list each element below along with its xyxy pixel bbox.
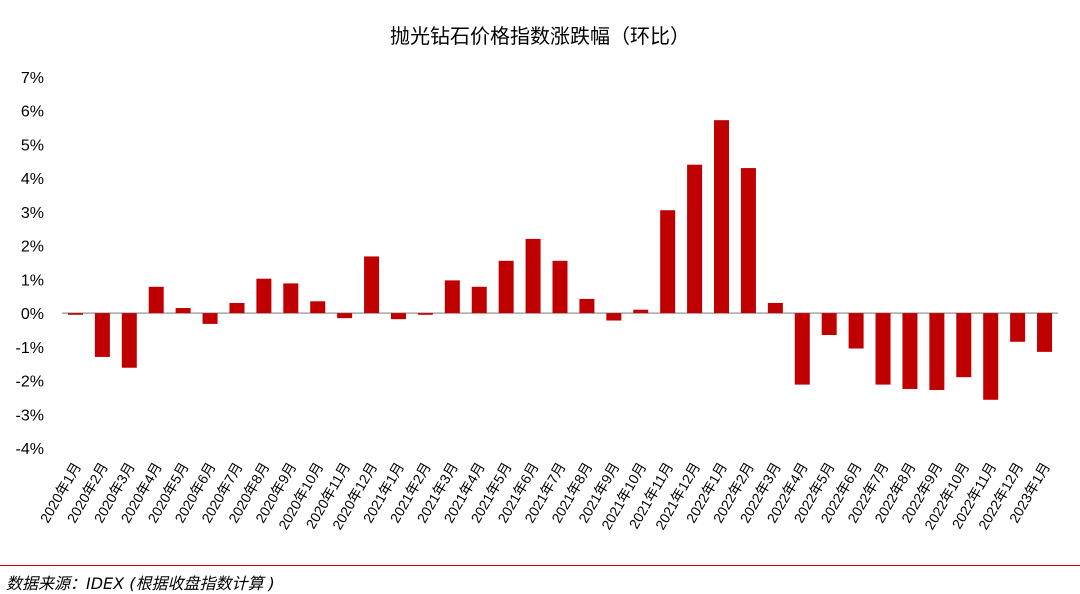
bar-chart: 7%6%5%4%3%2%1%0%-1%-2%-3%-4%2020年1月2020年…	[16, 70, 1058, 532]
bar	[498, 260, 514, 314]
y-tick-label: 7%	[21, 70, 44, 87]
bar	[256, 278, 272, 314]
footer-divider	[0, 565, 1080, 566]
bar	[929, 313, 945, 390]
bar	[444, 280, 460, 314]
bar	[902, 313, 918, 389]
y-tick-label: -1%	[16, 340, 44, 357]
bar	[633, 309, 649, 314]
bar	[821, 313, 837, 336]
bar	[310, 301, 326, 314]
bar	[67, 313, 83, 315]
bar	[471, 286, 487, 314]
bar	[875, 313, 891, 385]
bar	[390, 313, 406, 320]
bar	[175, 308, 191, 314]
bar	[283, 283, 299, 314]
y-tick-label: 3%	[21, 205, 44, 222]
y-tick-label: 1%	[21, 272, 44, 289]
y-tick-label: -3%	[16, 407, 44, 424]
bar	[579, 298, 595, 314]
bar	[121, 313, 137, 368]
bar	[552, 260, 568, 314]
bar	[848, 313, 864, 349]
y-tick-label: -4%	[16, 441, 44, 458]
data-source-note: 数据来源：IDEX (根据收盘指数计算 )	[6, 574, 275, 593]
y-tick-label: 5%	[21, 137, 44, 154]
bar	[767, 302, 783, 314]
bar	[714, 120, 730, 314]
y-tick-label: 0%	[21, 306, 44, 323]
y-tick-label: 2%	[21, 239, 44, 256]
bar	[687, 164, 703, 314]
bar	[337, 313, 353, 319]
bar	[94, 313, 110, 357]
y-tick-label: 6%	[21, 104, 44, 121]
chart-title: 抛光钻石价格指数涨跌幅（环比）	[390, 24, 690, 48]
bar	[202, 313, 218, 324]
bar	[364, 256, 380, 314]
bar	[740, 168, 756, 314]
y-tick-label: 4%	[21, 171, 44, 188]
bar	[417, 313, 433, 315]
bar	[148, 286, 164, 314]
y-tick-label: -2%	[16, 374, 44, 391]
bar	[983, 313, 999, 400]
bar	[229, 302, 245, 314]
bar	[956, 313, 972, 378]
bar	[660, 210, 676, 314]
bar	[525, 238, 541, 314]
bar	[794, 313, 810, 385]
bar	[606, 313, 622, 321]
bar	[1010, 313, 1026, 342]
bar	[1037, 313, 1053, 352]
